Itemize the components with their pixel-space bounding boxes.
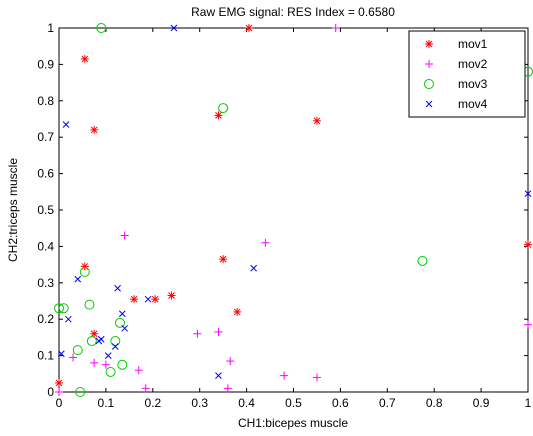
point-mov2: [226, 357, 235, 366]
point-mov4: [250, 264, 257, 272]
point-mov2: [312, 373, 321, 382]
x-tick-label: 0.9: [473, 396, 490, 410]
legend-marker-mov2: [425, 60, 433, 68]
y-tick-label: 0.9: [37, 57, 54, 71]
x-tick-label: 0.7: [379, 396, 396, 410]
point-mov1: [312, 116, 321, 125]
point-mov3: [86, 336, 97, 347]
x-tick-label: 1: [525, 396, 532, 410]
point-mov3: [218, 103, 229, 114]
x-tick-label: 0.2: [144, 396, 161, 410]
point-mov4: [111, 343, 119, 350]
y-tick-label: 0.6: [37, 167, 54, 181]
point-mov4: [215, 372, 222, 379]
x-tick-label: 0.8: [426, 396, 443, 410]
point-mov3: [117, 359, 128, 370]
y-tick-label: 0.3: [37, 276, 54, 290]
point-mov1: [167, 291, 176, 300]
point-mov4: [114, 284, 121, 292]
point-mov1: [524, 240, 532, 249]
point-mov2: [134, 366, 143, 375]
point-mov4: [57, 350, 65, 358]
y-tick-label: 0.2: [37, 312, 54, 326]
legend-label: mov1: [458, 37, 488, 51]
point-mov4: [144, 295, 152, 303]
x-axis-label: CH1:bicepes muscle: [238, 416, 348, 430]
x-tick-label: 0.1: [98, 396, 115, 410]
point-mov4: [104, 352, 112, 359]
point-mov2: [69, 353, 78, 362]
point-mov3: [110, 336, 121, 347]
legend-label: mov3: [458, 77, 488, 91]
point-mov2: [141, 384, 150, 393]
point-mov1: [151, 295, 160, 304]
legend-marker-mov4: [425, 100, 433, 108]
axis-ticks: 0 0.1 0.2 0.3 0.4 0.5 0.6 0.7 0.8 0.9 1 0 0.1 0.2 0.3 0…: [37, 21, 531, 410]
point-mov2: [55, 388, 63, 396]
point-mov1: [233, 307, 242, 316]
point-mov3: [105, 366, 116, 377]
y-axis-label: CH2:triceps muscle: [6, 158, 20, 262]
point-mov2: [524, 320, 532, 329]
legend-label: mov4: [458, 97, 488, 111]
point-mov1: [130, 295, 139, 304]
point-mov2: [331, 24, 340, 32]
point-mov1: [244, 24, 253, 32]
point-mov2: [101, 360, 110, 369]
point-mov2: [280, 371, 289, 380]
y-tick-label: 0.8: [37, 94, 54, 108]
point-mov2: [193, 329, 202, 338]
point-mov4: [121, 324, 129, 332]
chart-title: Raw EMG signal: RES Index = 0.6580: [191, 5, 395, 19]
point-mov2: [223, 384, 232, 393]
point-mov4: [524, 190, 532, 197]
point-mov2: [214, 327, 223, 336]
point-mov3: [79, 266, 90, 277]
point-mov4: [118, 310, 126, 318]
point-mov4: [74, 275, 82, 283]
point-mov4: [170, 24, 178, 32]
point-mov1: [214, 111, 223, 120]
point-mov3: [84, 299, 95, 310]
point-mov3: [72, 345, 83, 356]
point-mov1: [219, 255, 228, 264]
point-mov1: [90, 329, 99, 338]
point-mov3: [417, 255, 428, 266]
x-tick-label: 0: [56, 396, 63, 410]
point-mov4: [97, 335, 105, 343]
point-mov2: [90, 358, 99, 367]
point-mov1: [55, 378, 63, 387]
legend-marker-mov3: [424, 79, 434, 89]
y-tick-label: 0: [47, 385, 54, 399]
y-tick-label: 0.1: [37, 349, 54, 363]
point-mov1: [80, 262, 89, 271]
point-mov4: [65, 315, 72, 323]
y-tick-label: 0.4: [37, 239, 54, 253]
point-mov4: [62, 121, 70, 128]
y-tick-label: 0.5: [37, 203, 54, 217]
data-points: [54, 23, 533, 397]
point-mov3: [54, 303, 64, 314]
legend-marker-mov1: [425, 40, 433, 48]
x-tick-label: 0.3: [191, 396, 208, 410]
legend-label: mov2: [458, 57, 488, 71]
x-tick-label: 0.4: [238, 396, 255, 410]
x-tick-label: 0.6: [332, 396, 349, 410]
legend: mov1 mov2 mov3 mov4: [408, 30, 526, 118]
point-mov1: [90, 125, 99, 134]
point-mov2: [120, 231, 129, 240]
point-mov3: [58, 303, 69, 314]
x-tick-label: 0.5: [285, 396, 302, 410]
point-mov3: [96, 23, 107, 33]
point-mov3: [75, 387, 86, 397]
point-mov2: [261, 238, 270, 247]
point-mov3: [114, 317, 125, 328]
y-tick-label: 0.7: [37, 130, 54, 144]
point-mov1: [80, 54, 89, 63]
y-tick-label: 1: [47, 21, 54, 35]
